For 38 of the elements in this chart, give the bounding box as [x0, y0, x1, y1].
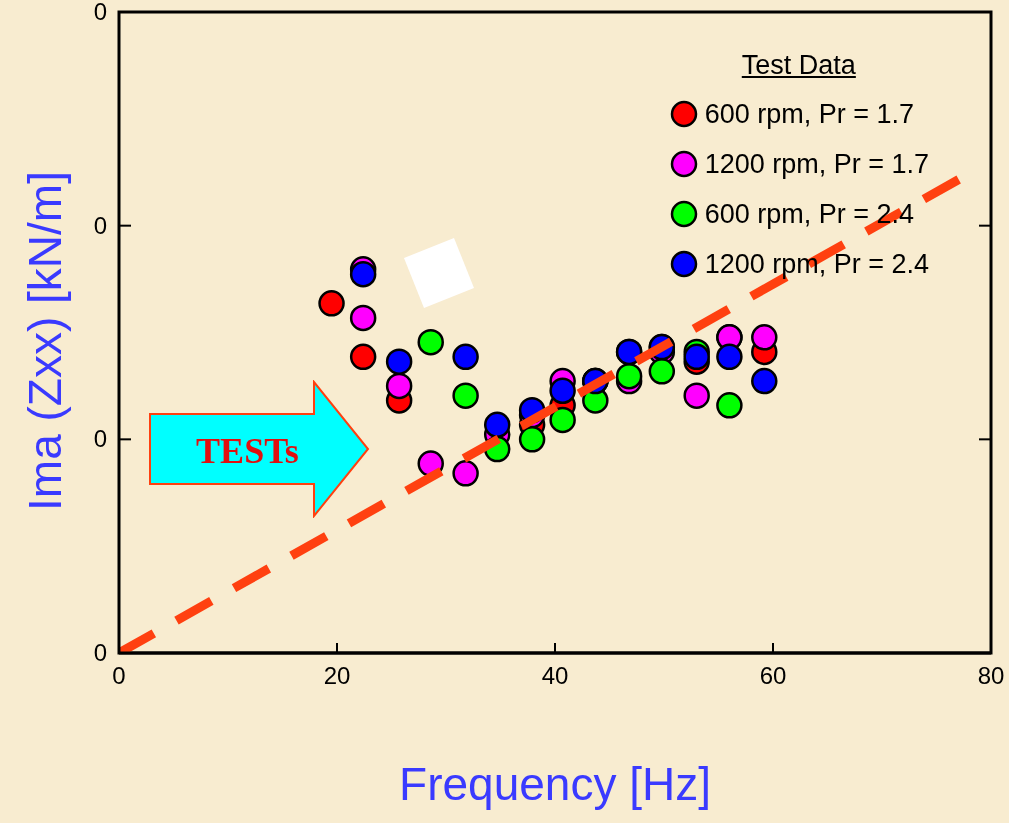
text: 0 — [92, 0, 107, 26]
legend-label: 600 rpm, Pr = 1.7 — [704, 98, 914, 130]
legend-title: Test Data — [740, 50, 857, 81]
point — [615, 362, 643, 390]
point — [751, 324, 778, 351]
y-axis-title: Ima (Zxx) [kN/m] — [18, 170, 72, 511]
point — [452, 382, 479, 409]
point — [318, 290, 345, 317]
legend-label: 1200 rpm, Pr = 1.7 — [704, 148, 929, 180]
point — [452, 460, 479, 487]
point — [549, 406, 576, 434]
point — [483, 411, 511, 439]
x-tick-label: 60 — [759, 662, 787, 690]
x-axis-title: Frequency [Hz] — [398, 757, 712, 811]
point — [417, 328, 444, 356]
text: 0 — [92, 639, 107, 667]
point — [648, 358, 676, 385]
point — [349, 343, 377, 371]
point — [518, 426, 546, 453]
annotation: TESTs — [195, 430, 300, 472]
point — [716, 392, 743, 419]
point — [385, 348, 413, 375]
point — [683, 382, 710, 409]
point — [683, 343, 710, 371]
point — [349, 260, 377, 288]
legend-label: 1200 rpm, Pr = 2.4 — [704, 248, 929, 280]
point — [349, 304, 377, 332]
x-tick-label: 40 — [541, 662, 569, 690]
x-tick-label: 0 — [112, 662, 126, 690]
point — [716, 343, 743, 371]
text: 0 — [92, 425, 107, 454]
text: 0 — [92, 211, 107, 240]
point — [385, 372, 413, 400]
point — [751, 367, 778, 395]
x-tick-label: 80 — [977, 662, 1005, 690]
point — [549, 377, 576, 405]
x-tick-label: 20 — [323, 662, 351, 690]
point — [452, 343, 479, 371]
